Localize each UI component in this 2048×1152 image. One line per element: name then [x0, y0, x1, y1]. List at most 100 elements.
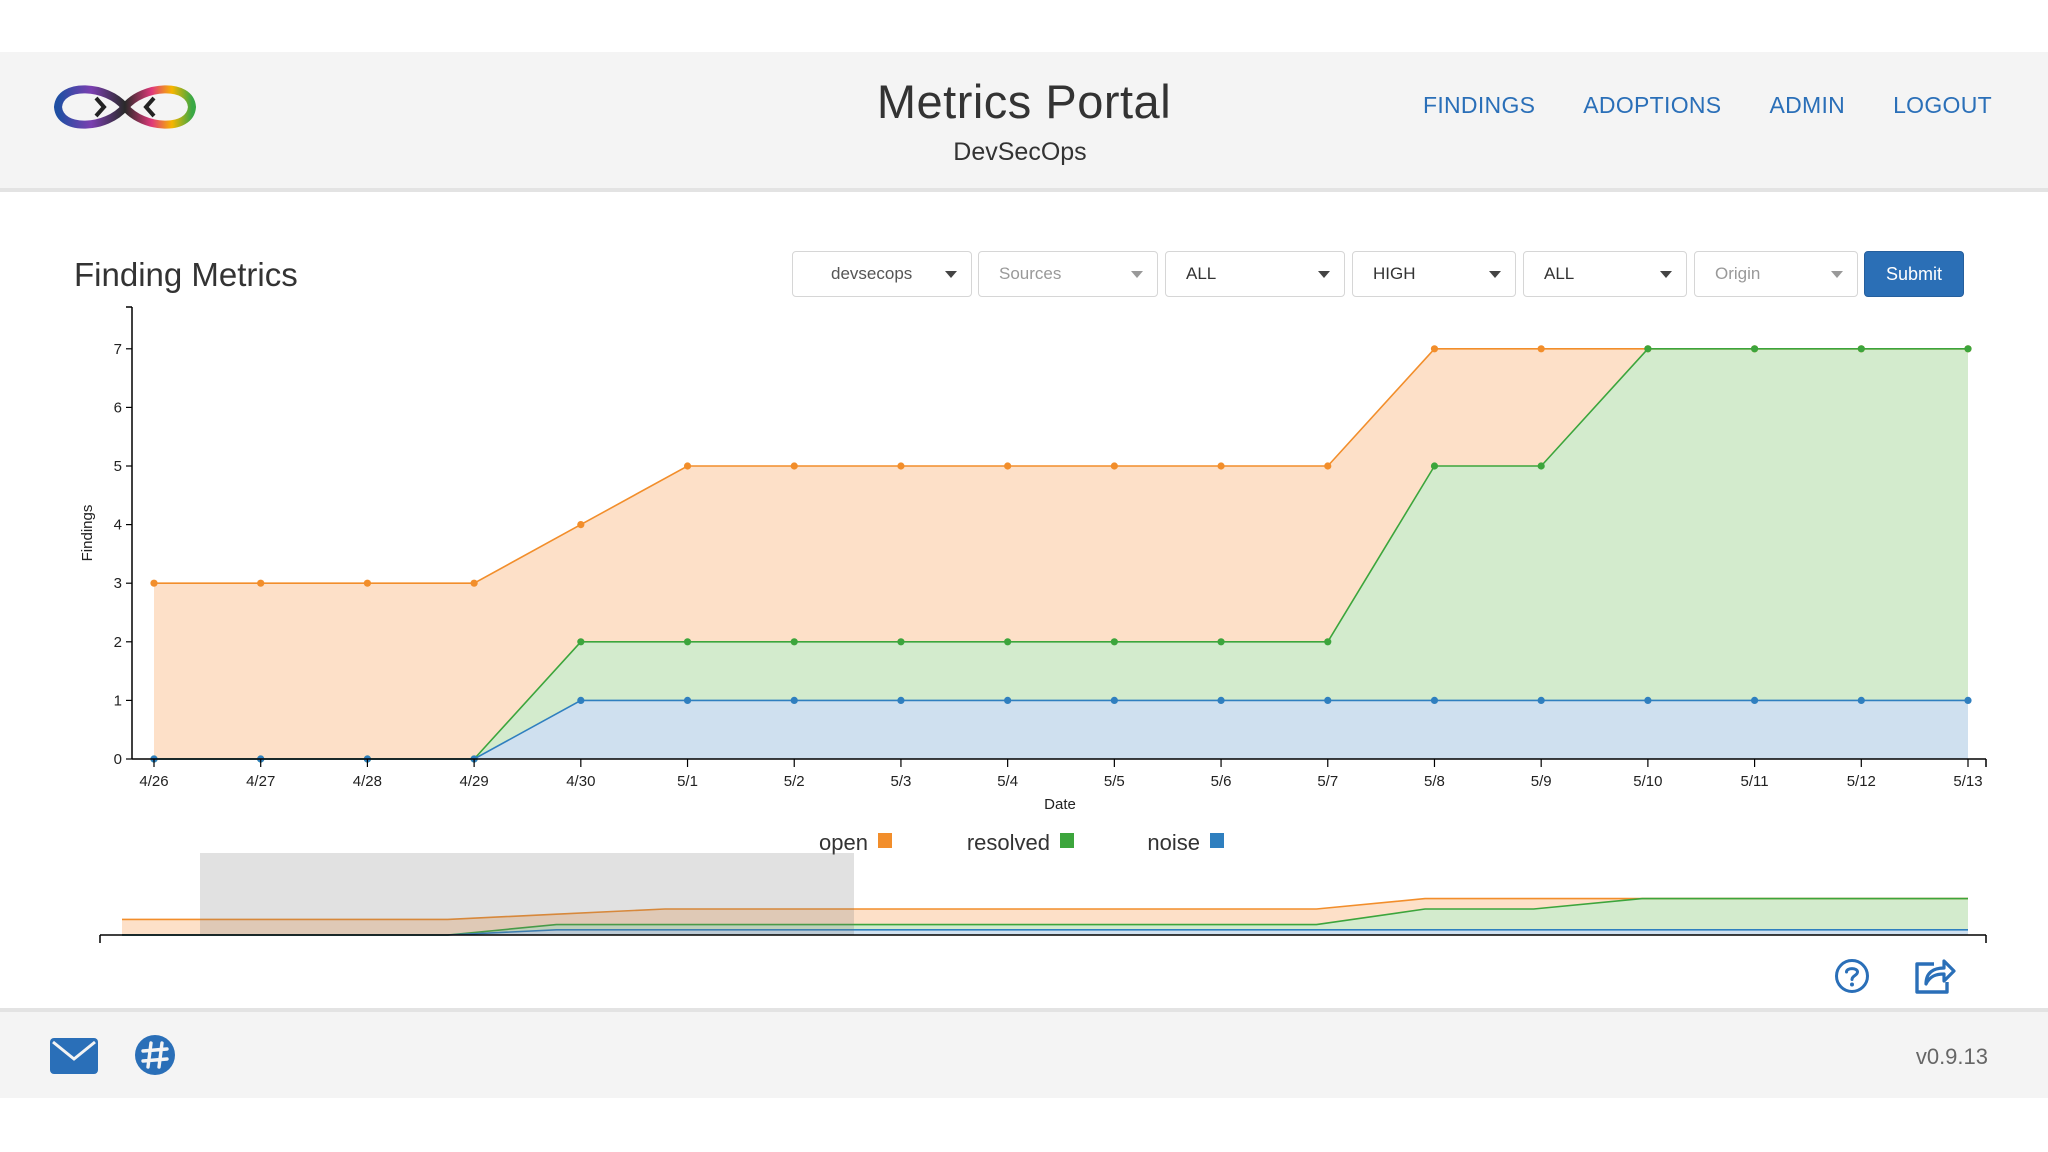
x-tick-label: 5/8 [1424, 773, 1445, 790]
y-tick-label: 3 [114, 575, 122, 592]
app-title: Metrics Portal [876, 75, 1172, 128]
y-tick-label: 1 [114, 692, 122, 709]
open-point [1537, 345, 1545, 353]
mail-icon[interactable] [50, 1038, 98, 1074]
logo-infinity-icon[interactable] [52, 80, 198, 134]
main-area-chart: 0 1 2 3 4 5 6 7 Findings 4/26 4/27 4/28 4/29 4/30 5/1 5… [79, 306, 1987, 813]
noise-point [1644, 696, 1652, 705]
submit-button[interactable]: Submit [1864, 251, 1964, 297]
open-point [577, 521, 585, 529]
filter-select-all-2-value: ALL [1544, 264, 1575, 283]
noise-point [1857, 696, 1865, 705]
resolved-point [1644, 345, 1652, 353]
open-point [1217, 462, 1225, 470]
resolved-point [1110, 638, 1118, 646]
severity-select-value: HIGH [1373, 264, 1416, 283]
nav-adoptions-link[interactable]: ADOPTIONS [1583, 92, 1722, 118]
x-tick-label: 5/3 [891, 773, 912, 790]
x-tick-label: 5/5 [1104, 773, 1125, 790]
noise-point [1430, 696, 1439, 705]
noise-point [790, 696, 798, 705]
noise-point [897, 696, 905, 705]
resolved-point [1430, 462, 1439, 470]
noise-point [1217, 696, 1225, 705]
x-tick-label: 4/26 [139, 773, 168, 790]
resolved-point [1004, 638, 1012, 646]
version-label: v0.9.13 [1915, 1044, 1988, 1069]
legend-open-swatch [878, 833, 892, 848]
nav-admin-link[interactable]: ADMIN [1769, 92, 1846, 118]
x-tick-label: 4/29 [460, 773, 489, 790]
filter-select-all-1[interactable]: ALL [1165, 251, 1345, 297]
brush-resolved-area [122, 898, 1968, 935]
open-point [790, 462, 798, 470]
legend-resolved-label: resolved [967, 830, 1050, 855]
y-tick-label: 0 [114, 751, 122, 768]
resolved-point [1217, 638, 1225, 646]
brush-selection [200, 853, 854, 935]
chevron-down-icon [945, 271, 957, 278]
legend-noise-label: noise [1147, 830, 1200, 855]
nav-logout-link[interactable]: LOGOUT [1893, 92, 1992, 118]
filter-select-all-2[interactable]: ALL [1523, 251, 1687, 297]
open-point [1430, 345, 1439, 353]
team-select[interactable]: devsecops [792, 251, 972, 297]
chevron-down-icon [1660, 271, 1672, 278]
legend-noise-swatch [1210, 833, 1224, 848]
origin-select[interactable]: Origin [1694, 251, 1858, 297]
chevron-down-icon [1831, 271, 1843, 278]
noise-area [154, 700, 1968, 759]
nav-findings-link[interactable]: FINDINGS [1422, 92, 1536, 118]
chevron-down-icon [1489, 271, 1501, 278]
sources-select-placeholder: Sources [999, 264, 1062, 283]
noise-point [577, 696, 585, 705]
brush-noise-area [122, 929, 1968, 935]
x-tick-label: 4/27 [246, 773, 275, 790]
open-point [1004, 462, 1012, 470]
x-tick-label: 5/1 [677, 773, 698, 790]
y-tick-label: 5 [114, 458, 122, 475]
chevron-down-icon [1131, 271, 1143, 278]
top-header: Metrics Portal DevSecOps FINDINGS ADOPTI… [0, 52, 2048, 192]
y-tick-label: 2 [114, 634, 122, 651]
legend-resolved-swatch [1060, 833, 1074, 848]
chart-legend: open resolved noise [819, 830, 1224, 855]
x-tick-label: 5/2 [784, 773, 805, 790]
slack-icon[interactable] [134, 1034, 176, 1076]
open-point [1324, 462, 1332, 470]
x-tick-label: 5/11 [1741, 773, 1769, 790]
resolved-point [897, 638, 905, 646]
findings-chart: 0 1 2 3 4 5 6 7 Findings 4/26 4/27 4/28 4/29 4/30 5/1 5… [79, 306, 1987, 943]
open-point [897, 462, 905, 470]
legend-open-label: open [819, 830, 868, 855]
y-tick-label: 4 [114, 517, 122, 534]
x-axis-label: Date [1044, 796, 1076, 813]
top-nav: FINDINGS ADOPTIONS ADMIN LOGOUT [1423, 92, 1992, 119]
severity-select[interactable]: HIGH [1352, 251, 1516, 297]
timeline-brush-chart[interactable] [99, 853, 1987, 943]
help-icon[interactable] [1834, 958, 1870, 994]
share-icon[interactable] [1912, 956, 1956, 996]
page-title: Finding Metrics [74, 256, 298, 293]
y-axis-label: Findings [79, 505, 96, 562]
sources-select[interactable]: Sources [978, 251, 1158, 297]
filter-select-all-1-value: ALL [1186, 264, 1217, 283]
open-point [363, 579, 372, 587]
open-point [470, 579, 478, 587]
x-tick-label: 5/13 [1953, 773, 1982, 790]
resolved-point [1324, 638, 1332, 646]
resolved-point [1750, 345, 1759, 353]
x-tick-label: 4/28 [353, 773, 382, 790]
resolved-point [1857, 345, 1865, 353]
open-point [150, 579, 158, 587]
y-tick-label: 7 [114, 341, 122, 358]
x-tick-label: 5/10 [1633, 773, 1662, 790]
x-tick-label: 5/7 [1317, 773, 1338, 790]
y-tick-label: 6 [114, 399, 122, 416]
x-tick-label: 5/4 [997, 773, 1018, 790]
noise-point [1004, 696, 1012, 705]
resolved-point [683, 638, 692, 646]
x-tick-label: 5/9 [1531, 773, 1552, 790]
open-point [683, 462, 692, 470]
noise-point [1964, 696, 1972, 705]
